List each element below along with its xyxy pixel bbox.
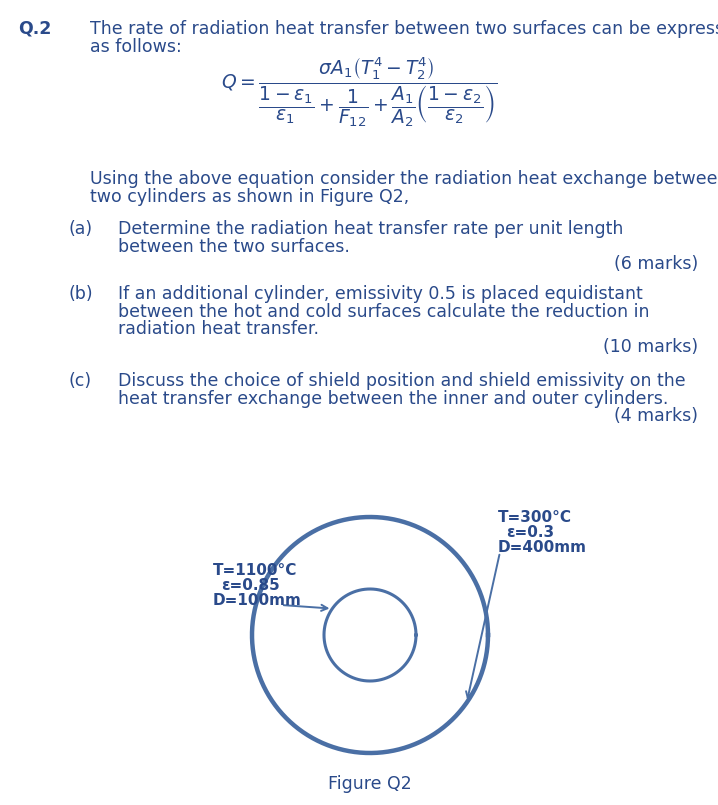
Text: heat transfer exchange between the inner and outer cylinders.: heat transfer exchange between the inner…	[118, 390, 668, 407]
Text: If an additional cylinder, emissivity 0.5 is placed equidistant: If an additional cylinder, emissivity 0.…	[118, 285, 643, 303]
Text: Discuss the choice of shield position and shield emissivity on the: Discuss the choice of shield position an…	[118, 372, 686, 390]
Text: (a): (a)	[68, 220, 92, 238]
Text: ε=0.3: ε=0.3	[506, 525, 554, 540]
Text: as follows:: as follows:	[90, 38, 182, 56]
Text: two cylinders as shown in Figure Q2,: two cylinders as shown in Figure Q2,	[90, 188, 409, 205]
Text: (6 marks): (6 marks)	[614, 255, 698, 273]
Text: radiation heat transfer.: radiation heat transfer.	[118, 320, 319, 338]
Text: Using the above equation consider the radiation heat exchange between: Using the above equation consider the ra…	[90, 170, 718, 188]
Text: D=100mm: D=100mm	[213, 593, 302, 608]
Text: $Q = \dfrac{\sigma A_1\left(T_1^4 - T_2^4\right)}{\dfrac{1-\varepsilon_1}{\varep: $Q = \dfrac{\sigma A_1\left(T_1^4 - T_2^…	[221, 55, 497, 129]
Text: Figure Q2: Figure Q2	[328, 775, 412, 793]
Text: between the hot and cold surfaces calculate the reduction in: between the hot and cold surfaces calcul…	[118, 303, 650, 320]
Text: (c): (c)	[68, 372, 91, 390]
Text: between the two surfaces.: between the two surfaces.	[118, 237, 350, 255]
Text: T=300°C: T=300°C	[498, 510, 572, 525]
Text: (b): (b)	[68, 285, 93, 303]
Text: Determine the radiation heat transfer rate per unit length: Determine the radiation heat transfer ra…	[118, 220, 623, 238]
Text: ε=0.85: ε=0.85	[221, 578, 280, 593]
Text: (4 marks): (4 marks)	[614, 407, 698, 425]
Text: T=1100°C: T=1100°C	[213, 563, 297, 578]
Text: Q.2: Q.2	[18, 20, 52, 38]
Text: D=400mm: D=400mm	[498, 540, 587, 555]
Text: (10 marks): (10 marks)	[603, 337, 698, 356]
Text: The rate of radiation heat transfer between two surfaces can be expressed: The rate of radiation heat transfer betw…	[90, 20, 718, 38]
